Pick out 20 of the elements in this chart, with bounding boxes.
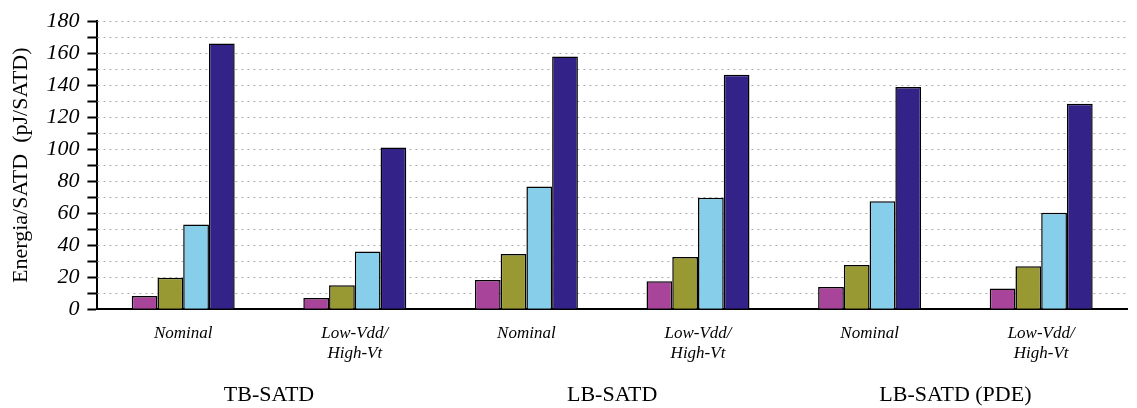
x-tick-label: Low-Vdd/ High-Vt <box>1006 322 1078 363</box>
y-tick-label: 40 <box>57 230 80 256</box>
y-tick-label: 180 <box>46 6 80 32</box>
x-tick-label: Low-Vdd/ High-Vt <box>320 322 391 363</box>
y-tick-label: 20 <box>57 262 80 288</box>
text: LB-SATD <box>566 380 658 406</box>
y-tick-label: 140 <box>46 70 80 96</box>
y-axis-title: Energia/SATD (pJ/SATD) <box>6 47 32 283</box>
text: LB-SATD (PDE) <box>879 380 1032 406</box>
text: TB-SATD <box>223 380 315 406</box>
y-tick-label: 60 <box>57 198 80 224</box>
y-tick-label: 120 <box>46 102 80 128</box>
y-tick-label: 0 <box>68 294 80 320</box>
x-tick-label: Low-Vdd/ High-Vt <box>663 322 734 363</box>
y-tick-label: 100 <box>46 134 80 160</box>
x-tick-label: Nominal <box>839 322 900 342</box>
x-tick-label: Nominal <box>496 322 556 342</box>
y-tick-label: 160 <box>46 38 80 64</box>
x-tick-label: Nominal <box>152 322 213 342</box>
y-tick-label: 80 <box>57 166 80 192</box>
